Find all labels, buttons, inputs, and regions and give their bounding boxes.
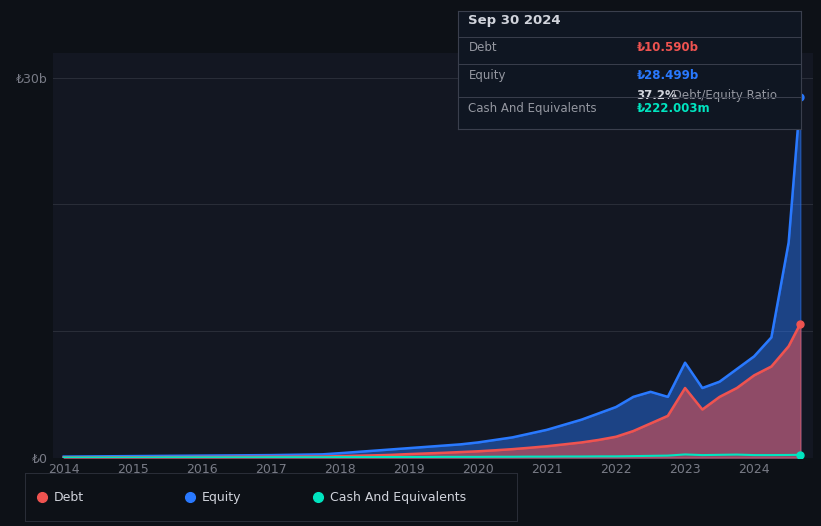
Text: 37.2%: 37.2%: [636, 88, 677, 102]
Point: [794, 451, 807, 459]
Text: Equity: Equity: [469, 68, 506, 82]
Text: Sep 30 2024: Sep 30 2024: [469, 14, 561, 27]
Text: Debt/Equity Ratio: Debt/Equity Ratio: [669, 88, 777, 102]
Text: Debt: Debt: [54, 491, 85, 503]
Point: [794, 93, 807, 101]
Text: ₺10.590b: ₺10.590b: [636, 42, 699, 54]
Text: Cash And Equivalents: Cash And Equivalents: [469, 102, 597, 115]
Text: ₺28.499b: ₺28.499b: [636, 68, 699, 82]
Text: Debt: Debt: [469, 42, 497, 54]
Point: [794, 319, 807, 328]
Text: Equity: Equity: [202, 491, 241, 503]
Text: Cash And Equivalents: Cash And Equivalents: [330, 491, 466, 503]
Text: ₺222.003m: ₺222.003m: [636, 102, 710, 115]
